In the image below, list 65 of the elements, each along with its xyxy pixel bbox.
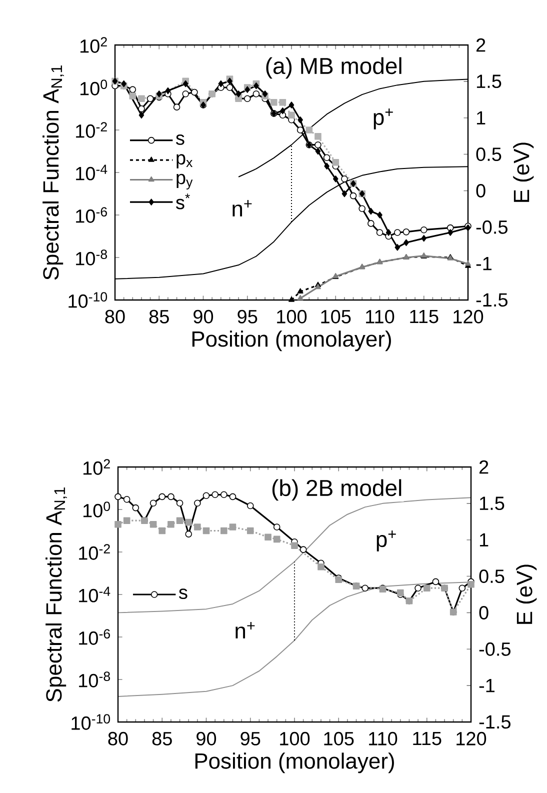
y2-tick-label: 1 bbox=[480, 533, 488, 546]
x-tick-label: 95 bbox=[238, 310, 258, 324]
x-tick-label: 110 bbox=[369, 732, 398, 746]
y-tick-label: 10$^{-6}$ bbox=[76, 207, 107, 223]
x-tick-label: 100 bbox=[280, 732, 310, 746]
legend-label: p$_{y}$ bbox=[176, 174, 193, 190]
legend-label: s bbox=[179, 588, 188, 600]
x-tick-label: 90 bbox=[194, 310, 214, 324]
y-tick-label: 10$^{-2}$ bbox=[76, 122, 107, 138]
x-tick-label: 85 bbox=[152, 732, 172, 746]
y-tick-label: 10$^{0}$ bbox=[83, 502, 110, 518]
y2-tick-label: 1 bbox=[476, 111, 486, 124]
x-axis-title: Position (monolayer) bbox=[192, 330, 391, 352]
x-tick-label: 90 bbox=[196, 732, 216, 746]
legend-label: s bbox=[176, 134, 184, 145]
y2-axis-title: E (eV) bbox=[516, 564, 537, 624]
y2-tick-label: 1.5 bbox=[480, 496, 504, 510]
legend-label: p$_{x}$ bbox=[176, 154, 193, 168]
y-tick-label: 10$^{-10}$ bbox=[72, 714, 110, 730]
annotation: p$^{+}$ bbox=[376, 530, 396, 552]
y-axis-title: Spectral Function A$_{N,1}$ bbox=[42, 66, 64, 280]
y-tick-label: 10$^{2}$ bbox=[80, 37, 107, 53]
y2-tick-label: -0.5 bbox=[479, 642, 510, 656]
y2-tick-label: -1 bbox=[476, 257, 492, 270]
x-tick-label: 110 bbox=[366, 310, 394, 324]
x-tick-label: 95 bbox=[240, 732, 260, 746]
y2-tick-label: 0 bbox=[479, 606, 488, 620]
y-tick-label: 10$^{-4}$ bbox=[79, 586, 110, 602]
x-tick-label: 105 bbox=[321, 310, 351, 324]
chart-title: (a) MB model bbox=[266, 57, 402, 79]
y-tick-label: 10$^{-4}$ bbox=[76, 164, 108, 180]
legend-label: s$^{*}$ bbox=[176, 194, 190, 210]
y-tick-label: 10$^{-6}$ bbox=[79, 629, 110, 645]
y-tick-label: 10$^{2}$ bbox=[83, 459, 110, 475]
y2-axis-title: E (eV) bbox=[513, 142, 534, 202]
x-tick-label: 80 bbox=[105, 310, 125, 324]
y2-tick-label: -1.5 bbox=[476, 293, 508, 307]
y-tick-label: 10$^{0}$ bbox=[80, 80, 108, 96]
y2-tick-label: 0.5 bbox=[479, 570, 504, 584]
y-tick-label: 10$^{-2}$ bbox=[79, 544, 110, 560]
x-tick-label: 85 bbox=[149, 310, 169, 324]
y-tick-label: 10$^{-8}$ bbox=[76, 250, 107, 266]
annotation: n$^{+}$ bbox=[232, 200, 252, 216]
y2-tick-label: 0.5 bbox=[476, 148, 502, 162]
y-axis-title: Spectral Function A$_{N,1}$ bbox=[46, 488, 67, 702]
x-tick-label: 80 bbox=[108, 732, 128, 746]
chart-title: (b) 2B model bbox=[272, 479, 402, 501]
y2-tick-label: -1 bbox=[479, 679, 494, 692]
annotation: n$^{+}$ bbox=[236, 622, 255, 638]
y-tick-label: 10$^{-8}$ bbox=[79, 672, 110, 688]
y2-tick-label: 0 bbox=[476, 184, 486, 198]
y-tick-label: 10$^{-10}$ bbox=[68, 292, 108, 308]
x-tick-label: 115 bbox=[410, 310, 438, 324]
annotation: p$^{+}$ bbox=[374, 108, 393, 130]
x-tick-label: 120 bbox=[456, 732, 486, 746]
y2-tick-label: 2 bbox=[479, 460, 488, 474]
x-tick-label: 105 bbox=[324, 732, 354, 746]
y2-tick-label: -1.5 bbox=[479, 715, 510, 729]
x-tick-label: 115 bbox=[413, 732, 442, 746]
y2-tick-label: 2 bbox=[476, 38, 486, 52]
x-tick-label: 120 bbox=[454, 310, 484, 324]
x-axis-title: Position (monolayer) bbox=[195, 752, 394, 774]
y2-tick-label: -0.5 bbox=[476, 220, 508, 234]
y2-tick-label: 1.5 bbox=[476, 74, 502, 88]
x-tick-label: 100 bbox=[277, 310, 307, 324]
